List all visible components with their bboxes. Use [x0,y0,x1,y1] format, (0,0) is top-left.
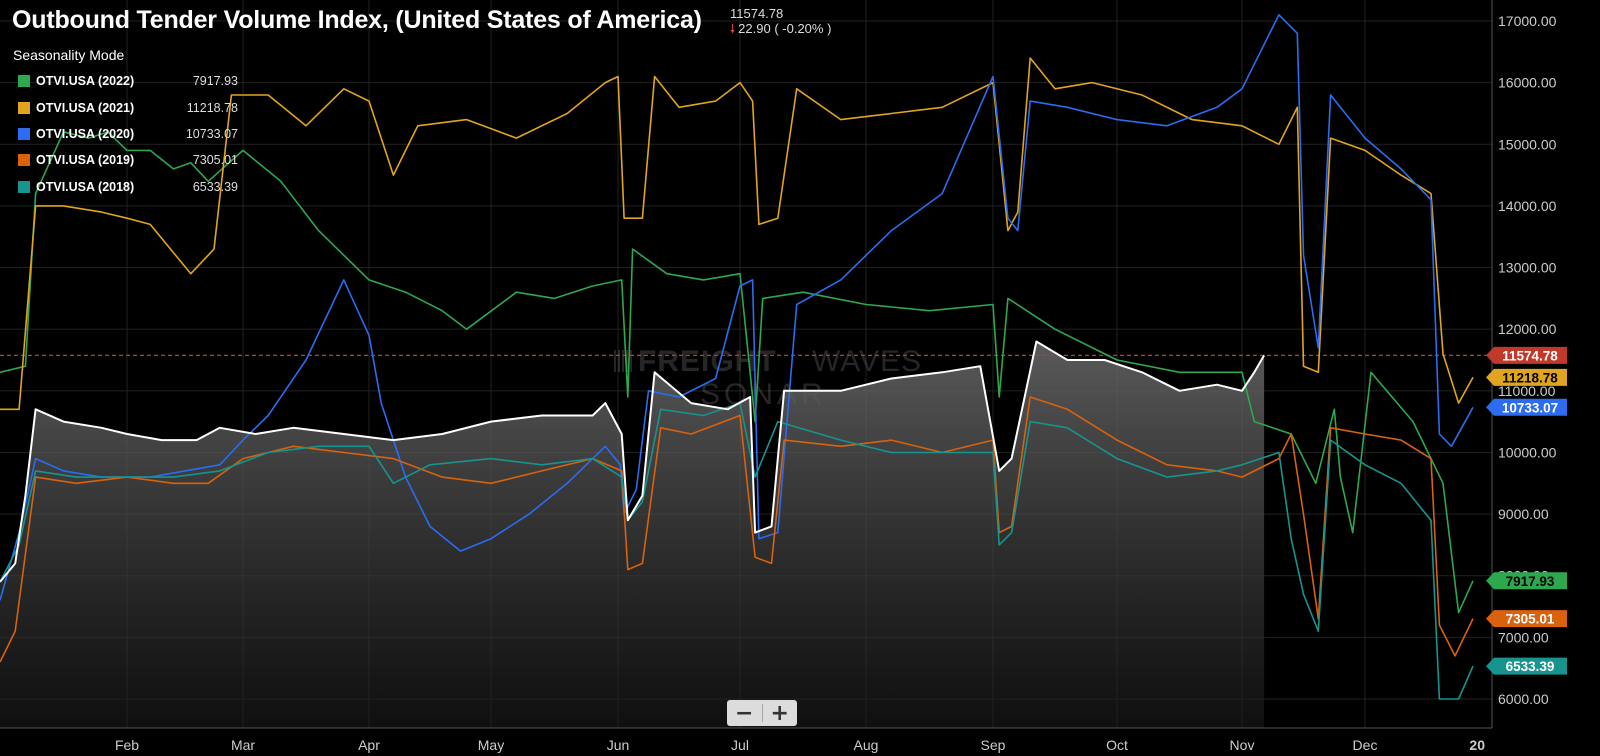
end-value-tag-label: 11574.78 [1502,348,1558,363]
quote-change-pct: ( -0.20% ) [774,21,832,36]
end-value-tag: 7917.93 [1486,572,1567,590]
seasonality-mode-label: Seasonality Mode [13,47,125,63]
x-tick-label: Dec [1353,737,1378,753]
end-value-tag-label: 7305.01 [1506,612,1555,627]
end-value-tag-bg [1486,346,1567,364]
legend-item-2020[interactable]: OTVI.USA (2020) 10733.07 [18,121,238,147]
y-tick-label: 12000.00 [1498,321,1557,337]
legend-swatch [18,101,30,114]
y-tick-label: 14000.00 [1498,198,1557,214]
zoom-divider [761,704,763,722]
legend-swatch [18,180,30,193]
watermark-text-2: WAVES [812,345,922,378]
end-value-tag-label: 6533.39 [1506,659,1555,674]
legend-swatch [18,154,30,167]
legend-item-2022[interactable]: OTVI.USA (2022) 7917.93 [18,68,238,94]
series-line-otvi-usa-2021- [0,57,1474,411]
x-tick-label: 20 [1469,737,1485,753]
end-value-tag-bg [1486,368,1567,386]
y-tick-label: 17000.00 [1498,13,1557,29]
watermark-bar [630,350,632,372]
x-tick-label: Nov [1230,737,1255,753]
legend-value: 10733.07 [185,126,238,141]
series-line-otvi-usa-2019- [0,396,1474,663]
legend: OTVI.USA (2022) 7917.93 OTVI.USA (2021) … [18,68,238,200]
y-tick-label: 10000.00 [1498,444,1557,460]
y-tick-label: 6000.00 [1498,691,1549,707]
zoom-out-button[interactable]: − [735,700,754,726]
legend-value: 6533.39 [192,179,238,194]
quote-change-value: 22.90 [738,21,771,36]
legend-name: OTVI.USA (2019) [36,153,135,168]
series-line-otvi-usa-2020- [0,14,1474,601]
legend-value: 7917.93 [192,74,238,89]
series-line-otvi-usa-2022- [0,131,1474,614]
end-value-tag-bg [1486,572,1567,590]
quote-last: 11574.78 [730,6,784,21]
legend-value: 11218.78 [186,100,238,115]
legend-value: 7305.01 [192,153,238,168]
end-value-tag: 7305.01 [1486,610,1567,628]
x-tick-label: May [478,737,504,753]
x-tick-label: Jul [731,737,749,753]
zoom-controls: − + [727,700,797,726]
end-value-tag-label: 11218.78 [1502,370,1558,385]
y-tick-label: 7000.00 [1498,629,1549,645]
x-tick-label: Aug [854,737,879,753]
legend-swatch [18,75,30,88]
y-tick-label: 16000.00 [1498,75,1557,91]
chart-title: Outbound Tender Volume Index, (United St… [12,6,702,34]
series-line-otvi-usa-2018- [0,402,1474,700]
end-value-tag-label: 7917.93 [1506,574,1555,589]
x-tick-label: Jun [607,737,630,753]
watermark-bar [614,350,616,372]
y-tick-label: 9000.00 [1498,506,1549,522]
end-value-tag: 11218.78 [1486,368,1567,386]
watermark-bar [618,350,620,372]
legend-name: OTVI.USA (2020) [36,126,135,141]
legend-item-2021[interactable]: OTVI.USA (2021) 11218.78 [18,94,238,120]
x-tick-label: Feb [115,737,139,753]
watermark-logo-icon [614,350,632,372]
y-tick-label: 15000.00 [1498,136,1557,152]
legend-name: OTVI.USA (2021) [36,100,135,115]
end-value-tag: 6533.39 [1486,657,1567,675]
zoom-in-button[interactable]: + [770,700,789,726]
y-tick-label: 13000.00 [1498,260,1557,276]
end-value-tag: 11574.78 [1486,346,1567,364]
end-value-tag-bg [1486,398,1567,416]
down-arrow-icon: 🠗 [730,22,736,36]
end-value-tag-label: 10733.07 [1502,400,1558,415]
watermark-bar [626,350,628,372]
legend-item-2019[interactable]: OTVI.USA (2019) 7305.01 [18,147,238,173]
y-tick-label: 11000.00 [1498,383,1556,399]
legend-name: OTVI.USA (2018) [36,179,135,194]
end-value-tag: 10733.07 [1486,398,1567,416]
legend-swatch [18,127,30,140]
series-line-current [0,340,1265,583]
x-tick-label: Mar [231,737,255,753]
legend-name: OTVI.USA (2022) [36,74,135,89]
legend-item-2018[interactable]: OTVI.USA (2018) 6533.39 [18,174,238,200]
x-tick-label: Oct [1106,737,1128,753]
quote-change: 🠗 22.90 ( -0.20% ) [730,21,831,37]
x-tick-label: Sep [981,737,1006,753]
watermark-text-1: FREIGHT [638,345,777,378]
end-value-tag-bg [1486,610,1567,628]
quote-box: 11574.78 🠗 22.90 ( -0.20% ) [730,6,831,37]
x-tick-label: Apr [358,737,380,753]
current-area [0,341,1265,728]
watermark-bar [622,350,624,372]
end-value-tag-bg [1486,657,1567,675]
